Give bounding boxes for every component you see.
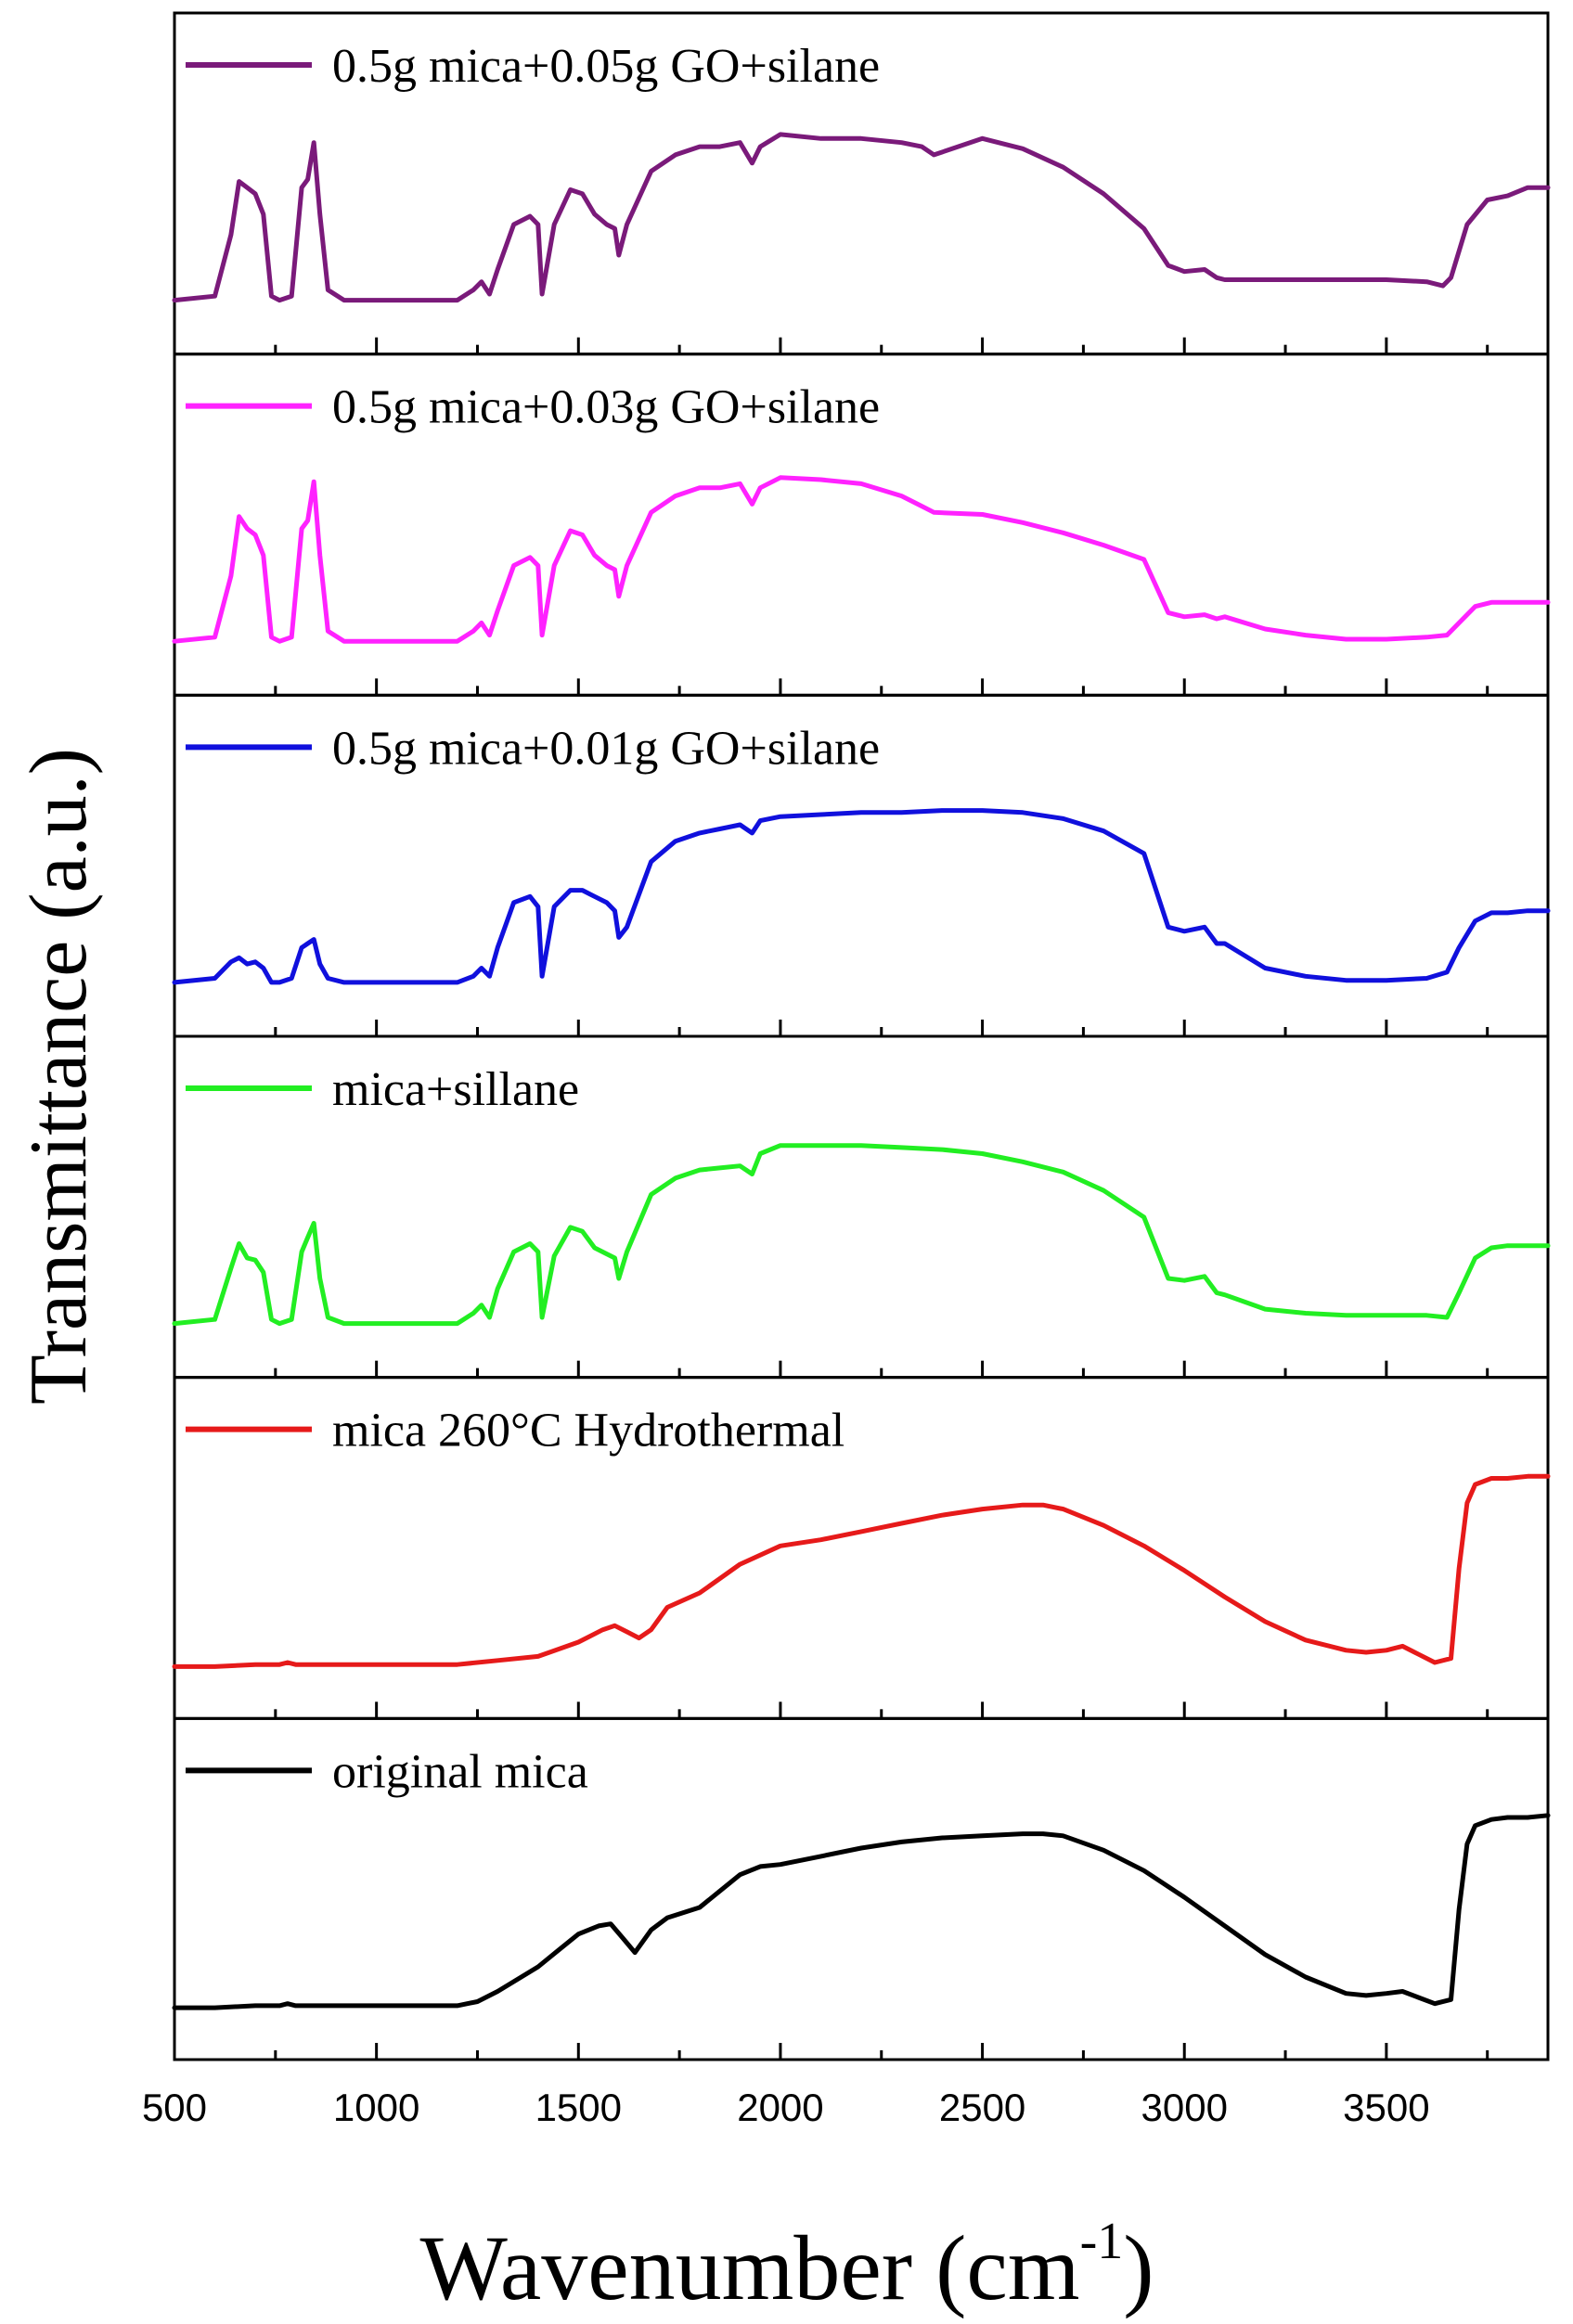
- x-tick-label: 3000: [1141, 2086, 1228, 2129]
- x-axis-title-main: Wavenumber (cm: [419, 2216, 1079, 2319]
- panel-2: 0.5g mica+0.03g GO+silane: [172, 353, 1551, 697]
- legend-label: mica+sillane: [332, 1063, 579, 1116]
- legend-label: original mica: [332, 1745, 588, 1798]
- legend-label: 0.5g mica+0.05g GO+silane: [332, 40, 880, 93]
- x-tick-label: 3500: [1343, 2086, 1429, 2129]
- panel-frame: [173, 1716, 1550, 2061]
- x-axis-title-suffix: ): [1123, 2216, 1154, 2319]
- legend-label: 0.5g mica+0.03g GO+silane: [332, 381, 880, 434]
- series-line-5: [172, 1473, 1551, 1669]
- plot-area: 0.5g mica+0.05g GO+silane 0.5g mica+0.03g…: [142, 11, 1551, 2129]
- x-tick-label: 2000: [737, 2086, 823, 2129]
- y-axis-title: Transmittance (a.u.): [14, 748, 104, 1405]
- panel-4: mica+sillane: [172, 1034, 1551, 1380]
- x-axis-title-superscript: -1: [1080, 2213, 1124, 2270]
- x-tick-label: 2500: [939, 2086, 1025, 2129]
- legend-label: 0.5g mica+0.01g GO+silane: [332, 722, 880, 775]
- x-axis-title: Wavenumber (cm-1): [419, 2213, 1154, 2319]
- series-line-6: [172, 1813, 1551, 2010]
- series-line-3: [172, 808, 1551, 985]
- x-tick-label: 1000: [333, 2086, 419, 2129]
- panel-1: 0.5g mica+0.05g GO+silane: [172, 11, 1551, 356]
- x-tick-label: 1500: [535, 2086, 622, 2129]
- x-tick-label: 500: [142, 2086, 207, 2129]
- panel-3: 0.5g mica+0.01g GO+silane: [172, 693, 1551, 1038]
- series-line-2: [172, 475, 1551, 644]
- legend-label: mica 260°C Hydrothermal: [332, 1405, 845, 1457]
- series-line-4: [172, 1143, 1551, 1327]
- panel-5: mica 260°C Hydrothermal: [172, 1376, 1551, 1720]
- series-line-1: [172, 132, 1551, 303]
- panel-6: original mica: [172, 1716, 1551, 2061]
